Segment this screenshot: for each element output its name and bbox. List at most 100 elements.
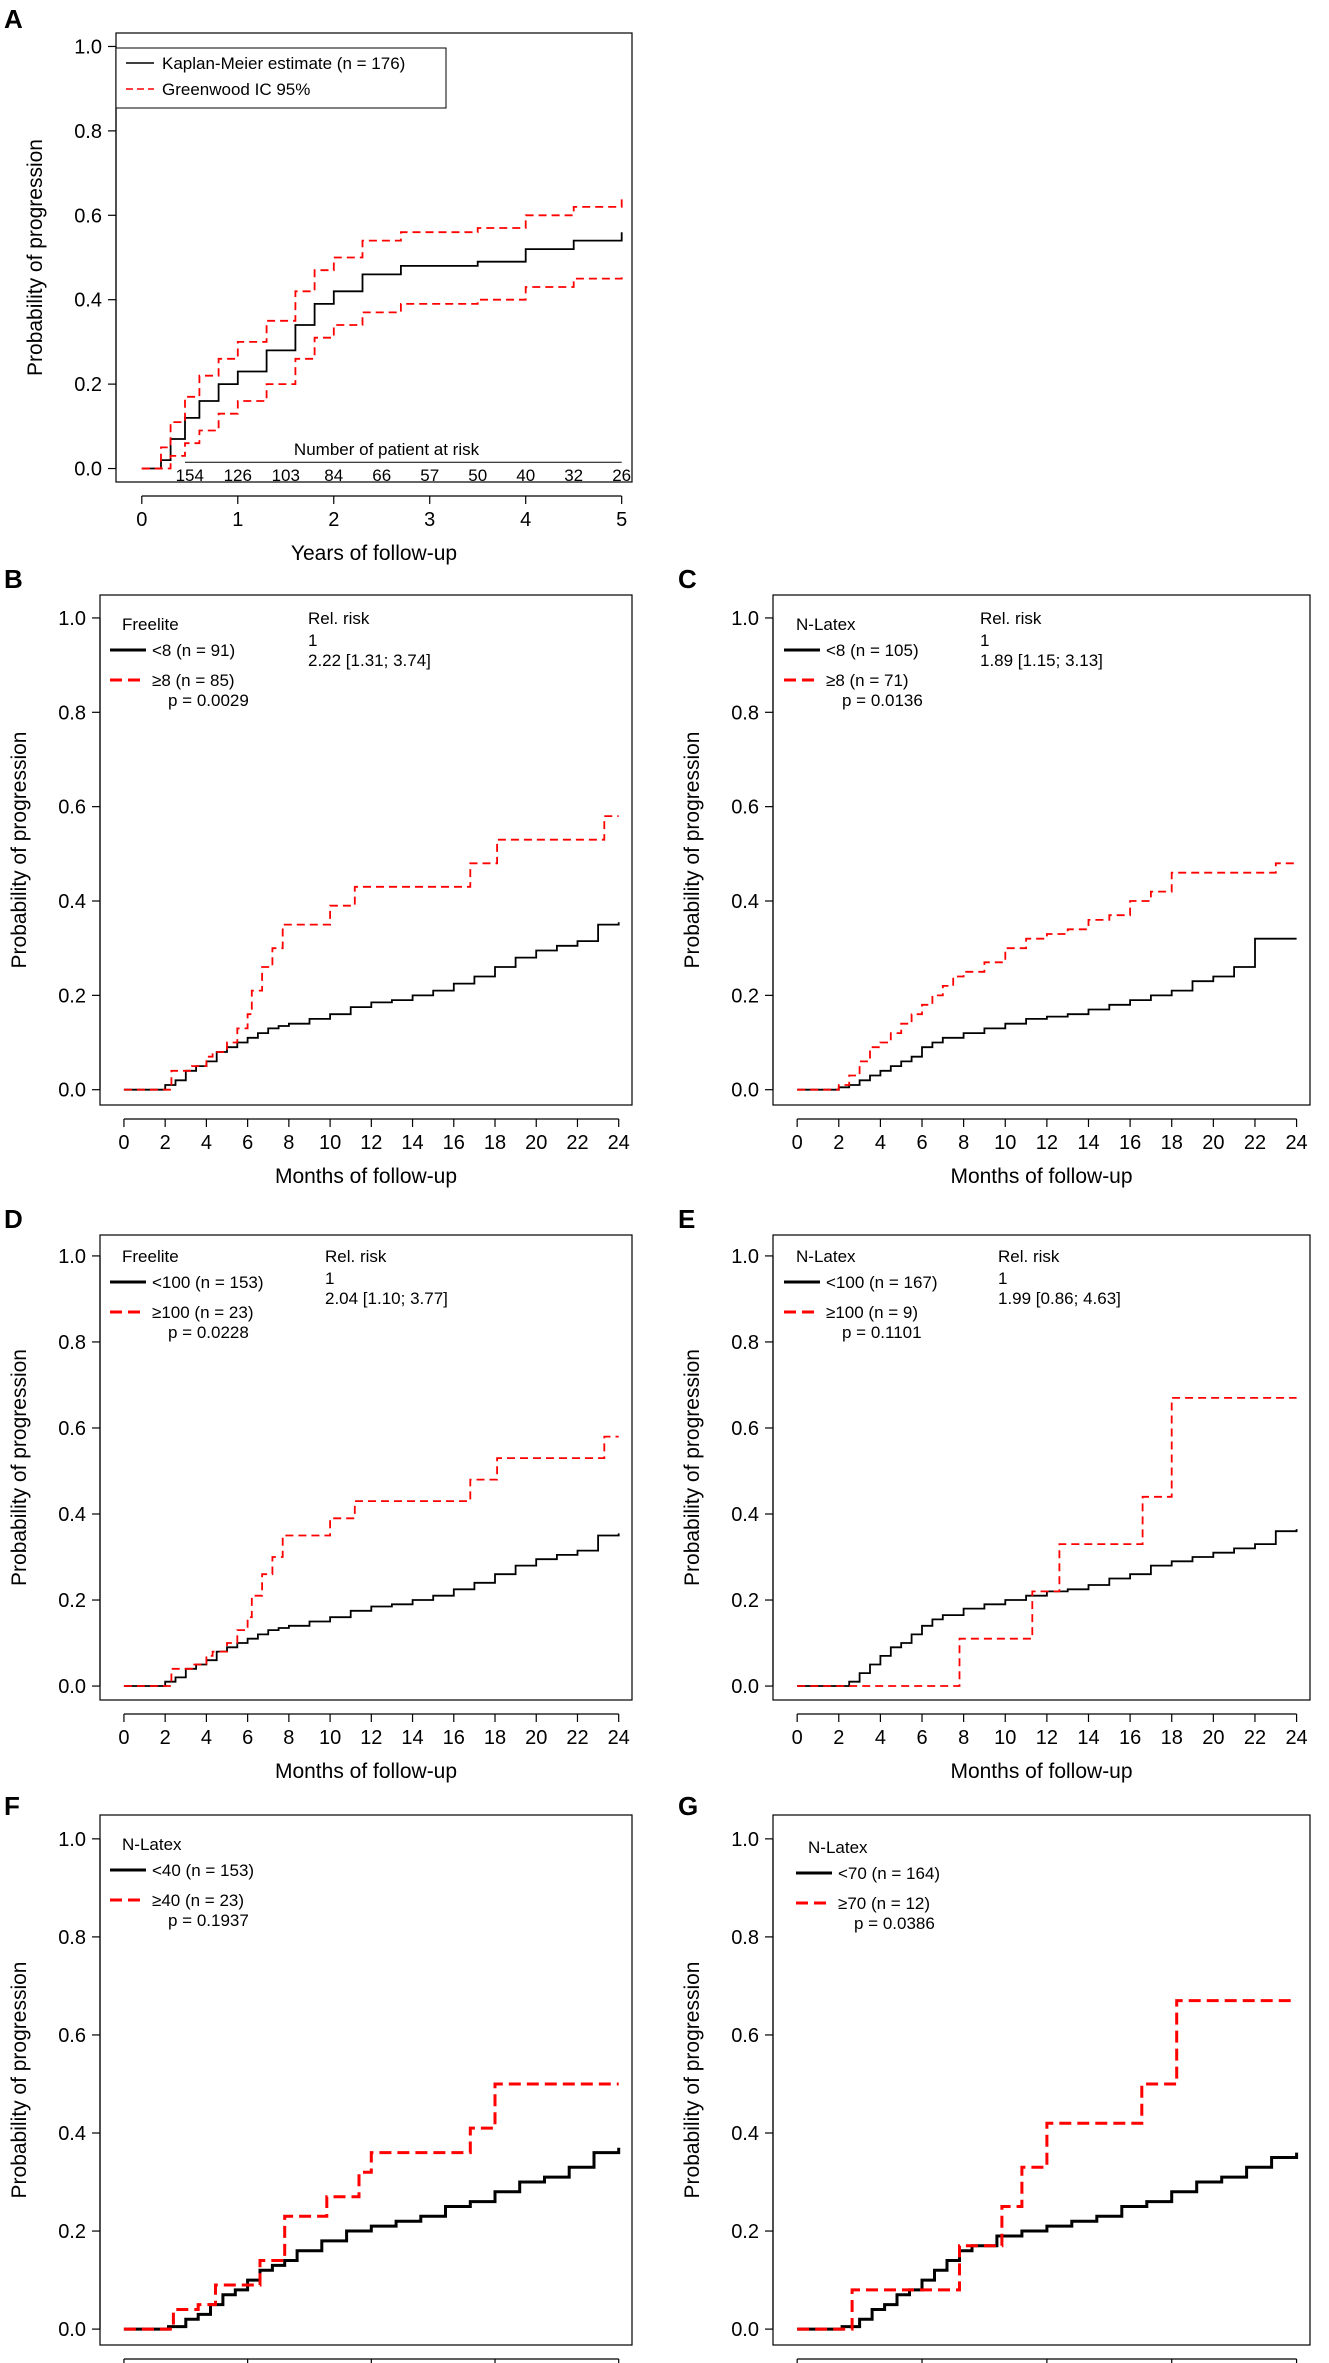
x-tick-label: 12 — [360, 1132, 382, 1154]
rel-risk-title: Rel. risk — [325, 1247, 387, 1266]
y-tick-label: 1.0 — [731, 608, 759, 630]
panel-g: G0.00.20.40.60.81.00.00.51.01.52.0Years … — [678, 1791, 1311, 2363]
series-line-1 — [797, 937, 1297, 1091]
legend-label: <8 (n = 105) — [826, 641, 919, 660]
series-line-2 — [797, 1397, 1297, 1687]
p-value: p = 0.1937 — [168, 1911, 249, 1930]
x-tick-label: 2 — [160, 1727, 171, 1749]
y-axis-label: Probability of progression — [8, 1349, 31, 1586]
at-risk-count: 57 — [420, 466, 439, 485]
panel-b: B0.00.20.40.60.81.00 2 4 6 8 10 12 14 16 18 20 22 24… — [4, 564, 633, 1188]
rel-risk-value: 1 — [325, 1269, 334, 1288]
x-axis-label: Months of follow-up — [950, 1760, 1132, 1783]
rel-risk-title: Rel. risk — [308, 609, 370, 628]
panel-letter: B — [4, 564, 23, 594]
panel-letter: G — [678, 1791, 698, 1821]
x-tick-label: 2 — [328, 509, 339, 531]
x-tick-label: 22 — [566, 1727, 588, 1749]
x-tick-label: 3 — [424, 509, 435, 531]
y-tick-label: 0.4 — [58, 891, 86, 913]
at-risk-count: 32 — [564, 466, 583, 485]
rel-risk-value: 1 — [980, 631, 989, 650]
y-tick-label: 0.2 — [58, 1590, 86, 1612]
y-tick-label: 0.2 — [58, 2221, 86, 2243]
x-tick-label: 4 — [875, 1727, 886, 1749]
panel-d: D0.00.20.40.60.81.00 2 4 6 8 10 12 14 16 18 20 22 24… — [4, 1204, 633, 1783]
x-tick-label: 22 — [1244, 1132, 1266, 1154]
y-tick-label: 0.6 — [58, 2025, 86, 2047]
x-tick-label: 16 — [443, 1132, 465, 1154]
series-line-1 — [123, 1533, 620, 1687]
rel-risk-title: Rel. risk — [980, 609, 1042, 628]
series-line-2 — [123, 815, 619, 1091]
y-axis-label: Probability of progression — [681, 732, 704, 969]
series-line-2 — [797, 1999, 1297, 2331]
y-tick-label: 0.8 — [58, 702, 86, 724]
y-tick-label: 0.8 — [731, 1927, 759, 1949]
at-risk-count: 26 — [612, 466, 631, 485]
x-tick-label: 20 — [1202, 1727, 1224, 1749]
y-tick-label: 0.8 — [58, 1927, 86, 1949]
y-tick-label: 0.2 — [731, 985, 759, 1007]
legend-label: ≥70 (n = 12) — [838, 1894, 930, 1913]
y-tick-label: 0.0 — [58, 2319, 86, 2341]
y-tick-label: 0.2 — [58, 985, 86, 1007]
p-value: p = 0.0386 — [854, 1914, 935, 1933]
y-tick-label: 0.6 — [731, 2025, 759, 2047]
y-tick-label: 1.0 — [731, 1829, 759, 1851]
p-value: p = 0.0136 — [842, 691, 923, 710]
legend-label: ≥8 (n = 71) — [826, 671, 909, 690]
rel-risk-value: 1 — [308, 631, 317, 650]
series-line-1 — [141, 232, 623, 470]
y-tick-label: 0.8 — [74, 121, 102, 143]
y-tick-label: 0.8 — [731, 702, 759, 724]
x-tick-label: 22 — [566, 1132, 588, 1154]
legend-label: ≥100 (n = 23) — [152, 1303, 253, 1322]
x-tick-label: 4 — [201, 1727, 212, 1749]
x-tick-label: 24 — [1285, 1727, 1307, 1749]
x-tick-label: 18 — [484, 1727, 506, 1749]
y-tick-label: 0.8 — [731, 1332, 759, 1354]
x-tick-label: 16 — [1119, 1132, 1141, 1154]
x-tick-label: 12 — [1036, 1132, 1058, 1154]
x-tick-label: 24 — [1285, 1132, 1307, 1154]
x-tick-label: 18 — [484, 1132, 506, 1154]
rel-risk-title: Rel. risk — [998, 1247, 1060, 1266]
x-tick-label: 8 — [958, 1727, 969, 1749]
y-tick-label: 1.0 — [74, 36, 102, 58]
x-tick-label: 0 — [792, 1132, 803, 1154]
series-line-1 — [123, 2147, 621, 2331]
x-tick-label: 14 — [401, 1727, 423, 1749]
legend-header: N-Latex — [122, 1835, 182, 1854]
y-tick-label: 0.6 — [58, 1418, 86, 1440]
y-tick-label: 0.4 — [731, 891, 759, 913]
y-tick-label: 0.0 — [731, 2319, 759, 2341]
x-tick-label: 0 — [792, 1727, 803, 1749]
y-tick-label: 0.0 — [74, 459, 102, 481]
x-tick-label: 24 — [608, 1727, 630, 1749]
y-tick-label: 0.6 — [58, 797, 86, 819]
x-tick-label: 2 — [833, 1132, 844, 1154]
y-axis-label: Probability of progression — [8, 1962, 31, 2199]
at-risk-count: 84 — [324, 466, 343, 485]
y-tick-label: 0.0 — [58, 1080, 86, 1102]
x-tick-label: 4 — [201, 1132, 212, 1154]
legend-label: <8 (n = 91) — [152, 641, 235, 660]
y-tick-label: 0.0 — [731, 1080, 759, 1102]
series-line-1 — [123, 922, 620, 1091]
x-axis-label: Months of follow-up — [275, 1760, 457, 1783]
at-risk-count: 154 — [176, 466, 204, 485]
x-tick-label: 6 — [916, 1132, 927, 1154]
series-line-3 — [141, 274, 623, 470]
at-risk-count: 50 — [468, 466, 487, 485]
x-tick-label: 20 — [1202, 1132, 1224, 1154]
legend-label: Kaplan-Meier estimate (n = 176) — [162, 54, 405, 73]
y-tick-label: 0.6 — [731, 1418, 759, 1440]
p-value: p = 0.0029 — [168, 691, 249, 710]
y-tick-label: 0.0 — [58, 1676, 86, 1698]
p-value: p = 0.1101 — [842, 1323, 922, 1342]
x-tick-label: 20 — [525, 1132, 547, 1154]
y-axis-label: Probability of progression — [681, 1349, 704, 1586]
x-tick-label: 8 — [283, 1132, 294, 1154]
